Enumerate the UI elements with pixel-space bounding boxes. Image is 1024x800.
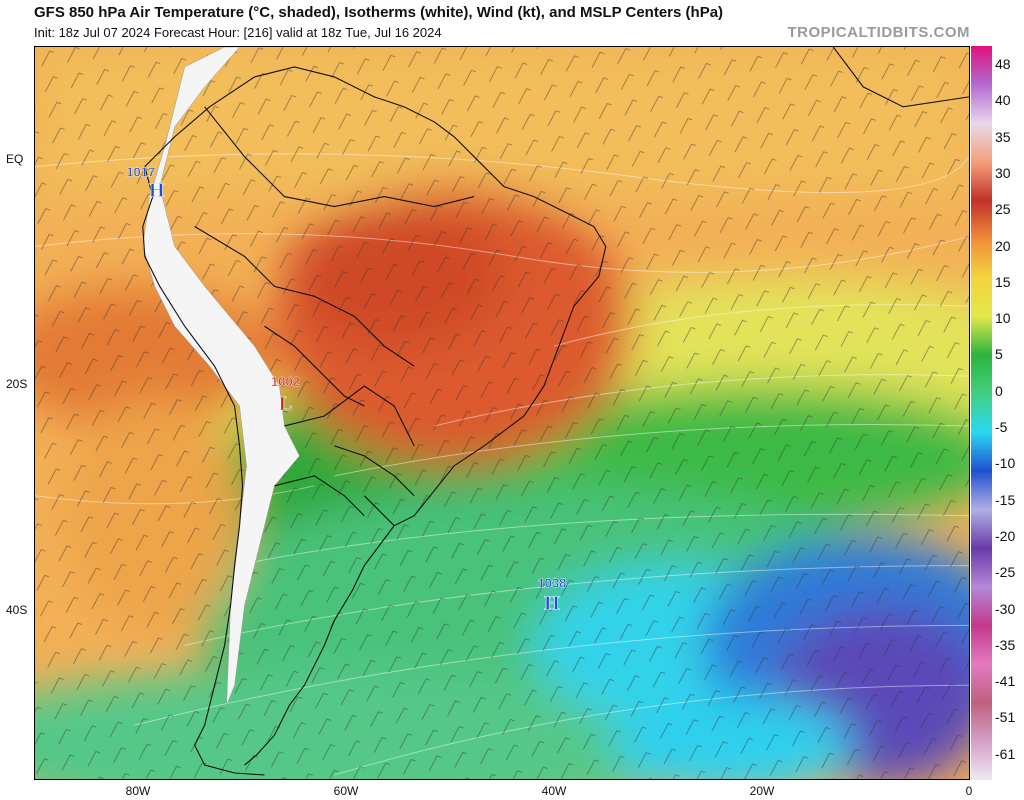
pressure-value: 1017 xyxy=(126,165,155,180)
colorbar-tick-label: -51 xyxy=(995,709,1016,726)
temperature-colorbar xyxy=(971,46,992,780)
pressure-center-l1: 1002 L xyxy=(271,374,300,415)
andes-terrain-mask xyxy=(142,47,300,706)
temperature-map: 1017 H 1002 L 1038 H xyxy=(34,46,970,780)
colorbar-tick-label: 30 xyxy=(995,164,1011,181)
colorbar-tick-label: 40 xyxy=(995,92,1011,109)
colorbar-tick-label: 0 xyxy=(995,382,1003,399)
lat-label-40s: 40S xyxy=(6,603,28,617)
pressure-letter: L xyxy=(279,393,292,415)
lon-label-40w: 40W xyxy=(541,784,567,798)
lon-label-0: 0 xyxy=(965,784,973,798)
pressure-value: 1002 xyxy=(271,374,300,389)
colorbar-tick-label: -61 xyxy=(995,745,1016,762)
colorbar-tick-label: 5 xyxy=(995,346,1003,363)
colorbar-tick-label: -30 xyxy=(995,600,1016,617)
map-title: GFS 850 hPa Air Temperature (°C, shaded)… xyxy=(34,4,724,21)
colorbar-tick-label: 25 xyxy=(995,201,1011,218)
coastlines-and-borders xyxy=(142,47,969,776)
colorbar-tick-label: -41 xyxy=(995,673,1016,690)
colorbar-tick-label: 20 xyxy=(995,237,1011,254)
colorbar-tick-label: 10 xyxy=(995,310,1011,327)
colorbar-tick-label: -10 xyxy=(995,455,1016,472)
wind-barbs xyxy=(35,47,969,779)
colorbar-tick-label: -5 xyxy=(995,419,1008,435)
colorbar-tick-label: 35 xyxy=(995,128,1011,145)
pressure-letter: H xyxy=(149,180,165,202)
map-subtitle: Init: 18z Jul 07 2024 Forecast Hour: [21… xyxy=(34,25,442,40)
colorbar-tick-label: 48 xyxy=(995,56,1011,72)
pressure-center-h1: 1017 H xyxy=(126,164,165,202)
lon-label-80w: 80W xyxy=(125,784,151,798)
lat-label-eq: EQ xyxy=(6,152,24,166)
pressure-center-h2: 1038 H xyxy=(537,575,566,614)
colorbar-tick-label: -35 xyxy=(995,636,1016,653)
lon-label-60w: 60W xyxy=(333,784,359,798)
colorbar-tick-label: -25 xyxy=(995,564,1016,581)
lat-label-20s: 20S xyxy=(6,377,28,391)
colorbar-tick-label: -15 xyxy=(995,491,1016,508)
colorbar-tick-label: 15 xyxy=(995,273,1011,290)
lon-label-20w: 20W xyxy=(749,784,775,798)
brand-watermark: TROPICALTIDBITS.COM xyxy=(787,24,970,41)
colorbar-tick-label: -20 xyxy=(995,527,1016,544)
pressure-value: 1038 xyxy=(537,576,566,591)
pressure-letter: H xyxy=(544,592,560,614)
